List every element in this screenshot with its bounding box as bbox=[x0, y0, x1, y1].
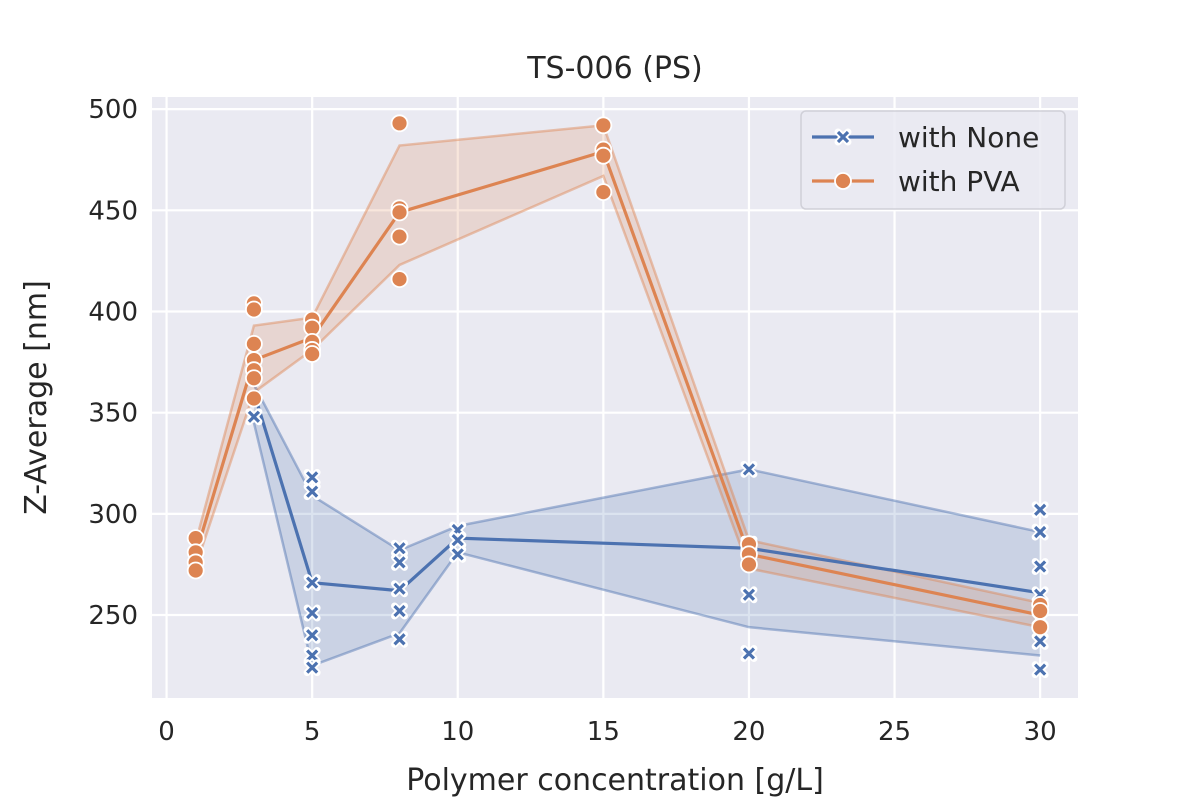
point-with-none bbox=[1031, 632, 1049, 650]
point-with-none bbox=[391, 553, 409, 571]
point-with-none bbox=[245, 408, 263, 426]
point-with-pva bbox=[245, 334, 263, 353]
point-with-none bbox=[391, 602, 409, 620]
point-with-none bbox=[303, 604, 321, 622]
x-tick-label: 20 bbox=[732, 717, 765, 747]
y-tick-label: 250 bbox=[88, 601, 138, 631]
legend-marker bbox=[834, 128, 852, 146]
point-with-pva bbox=[245, 369, 263, 388]
legend-item-with-none: with None bbox=[812, 121, 1039, 154]
point-with-none bbox=[1031, 557, 1049, 575]
point-with-none bbox=[303, 574, 321, 592]
y-axis-label: Z-Average [nm] bbox=[19, 280, 54, 515]
point-with-none bbox=[303, 647, 321, 665]
x-tick-label: 0 bbox=[158, 717, 175, 747]
point-with-pva bbox=[1031, 618, 1050, 637]
legend-label: with PVA bbox=[898, 165, 1020, 198]
point-with-pva bbox=[303, 345, 322, 363]
point-with-none bbox=[449, 531, 467, 549]
point-with-pva bbox=[390, 114, 409, 133]
y-tick-label: 350 bbox=[88, 399, 138, 429]
x-tick-label: 25 bbox=[878, 717, 911, 747]
point-with-none bbox=[303, 626, 321, 644]
band-with-none bbox=[253, 384, 1041, 666]
point-with-pva bbox=[390, 203, 409, 222]
point-with-pva bbox=[594, 146, 613, 165]
x-tick-label: 10 bbox=[441, 717, 474, 747]
legend-label: with None bbox=[898, 121, 1039, 154]
line-with-none bbox=[252, 391, 1041, 595]
point-with-pva bbox=[245, 389, 263, 408]
point-with-pva bbox=[1031, 602, 1050, 620]
y-tick-label: 400 bbox=[88, 297, 138, 327]
y-tick-label: 300 bbox=[88, 500, 138, 530]
point-with-none bbox=[303, 483, 321, 501]
point-with-pva bbox=[390, 270, 409, 289]
point-with-none bbox=[740, 460, 758, 478]
chart-title: TS-006 (PS) bbox=[526, 51, 703, 86]
band-lower-with-none bbox=[252, 422, 1041, 668]
point-with-pva bbox=[594, 116, 613, 135]
legend: with None with PVA bbox=[800, 110, 1066, 210]
point-with-pva bbox=[245, 300, 263, 319]
x-tick-label: 5 bbox=[304, 717, 321, 747]
band-upper-with-none bbox=[252, 383, 1041, 552]
band-with-pva bbox=[195, 125, 1041, 628]
x-axis-label: Polymer concentration [g/L] bbox=[406, 763, 824, 798]
legend-item-with-pva: with PVA bbox=[812, 165, 1020, 198]
point-with-pva bbox=[740, 555, 758, 574]
point-with-none bbox=[1031, 523, 1049, 541]
x-tick-label: 30 bbox=[1024, 717, 1057, 747]
point-with-pva bbox=[390, 227, 409, 246]
point-with-pva bbox=[186, 561, 205, 580]
point-with-none bbox=[1031, 661, 1049, 679]
y-tick-label: 450 bbox=[88, 196, 138, 226]
point-with-none bbox=[303, 468, 321, 486]
legend-marker bbox=[834, 172, 852, 190]
point-with-pva bbox=[594, 183, 613, 202]
x-tick-label: 15 bbox=[587, 717, 620, 747]
point-with-none bbox=[391, 539, 409, 557]
tick-labels: 0 5 10 15 20 25 30 250 300 350 400 450 500 bbox=[88, 95, 1056, 747]
point-with-none bbox=[740, 644, 758, 662]
data-points bbox=[186, 114, 1050, 679]
point-with-none bbox=[1031, 501, 1049, 519]
point-with-none bbox=[449, 545, 467, 563]
point-with-none bbox=[391, 580, 409, 598]
point-with-none bbox=[303, 659, 321, 677]
point-with-none bbox=[740, 586, 758, 604]
point-with-none bbox=[391, 630, 409, 648]
y-tick-label: 500 bbox=[88, 95, 138, 125]
